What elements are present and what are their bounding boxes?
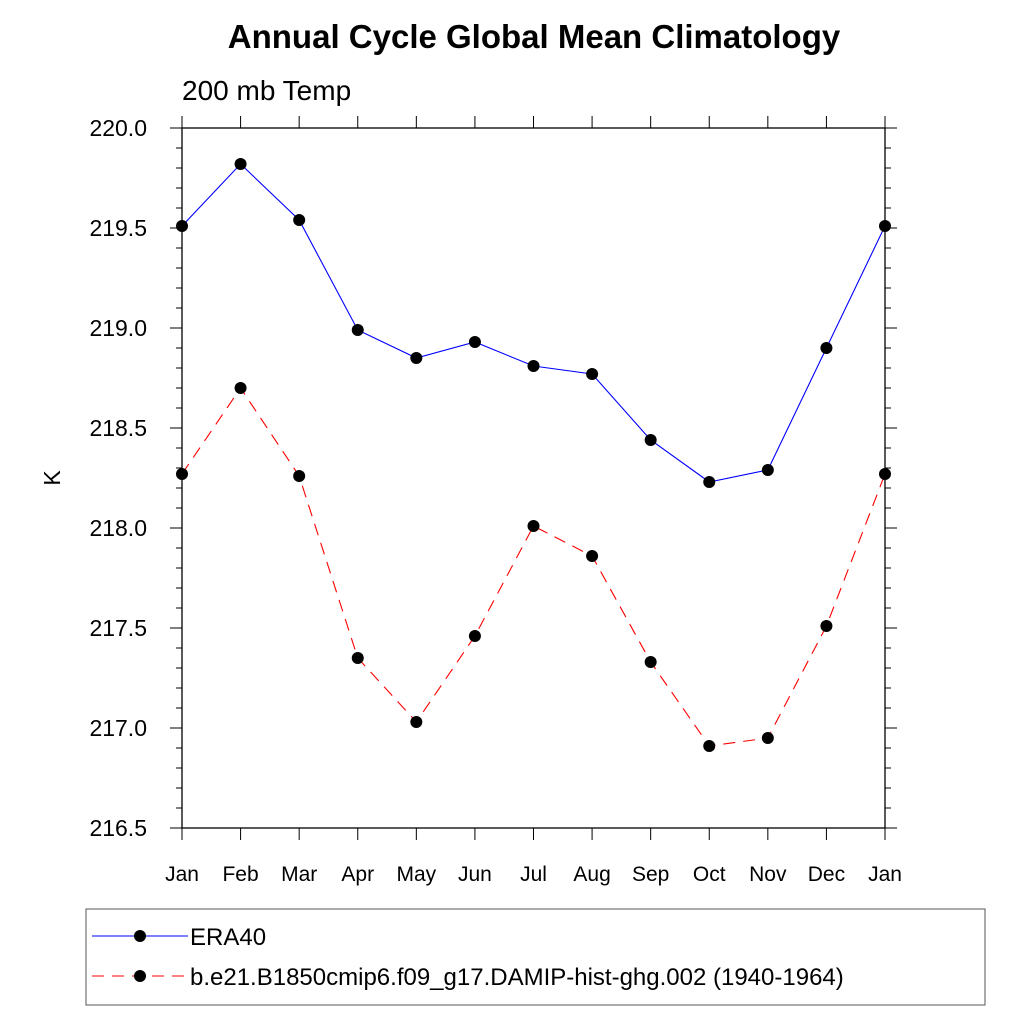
x-tick-label: Jan [868,863,902,886]
x-tick-label: Jun [458,863,492,886]
series-1-point [527,520,540,532]
x-tick-label: Jul [520,863,547,886]
x-tick-label: Nov [749,863,787,886]
series-0-point [586,368,599,380]
legend-frame [85,908,986,1006]
y-tick-label: 218.0 [89,515,147,541]
series-1-point [410,716,423,728]
series-0-point [468,336,481,348]
y-axis-label: K [39,470,65,486]
y-tick-labels: 216.5 217.0 217.5 218.0 218.5 219.0 219.5 220.0 [89,115,147,841]
series-line-0 [181,163,886,483]
y-tick-label: 216.5 [89,815,147,841]
legend-label-era40: ERA40 [190,924,266,951]
axis-ticks [170,116,897,840]
series-0-point [703,476,716,488]
series-0-point [644,434,657,446]
x-tick-label: Oct [693,863,726,886]
chart-subtitle: 200 mb Temp [182,75,351,106]
series-1-point [644,656,657,668]
legend: ERA40 b.e21.B1850cmip6.f09_g17.DAMIP-his… [85,908,986,1006]
x-tick-label: Mar [281,863,317,886]
series-layer [176,158,891,752]
y-tick-label: 220.0 [89,115,147,141]
legend-marker-model [134,970,146,982]
plot-frame [181,127,886,829]
series-1-point [234,382,247,394]
series-0-point [351,324,364,336]
x-tick-label: Apr [341,863,374,886]
x-tick-label: Sep [632,863,669,886]
series-0-point [234,158,247,170]
chart-title: Annual Cycle Global Mean Climatology [228,18,841,55]
series-1-point [351,652,364,664]
series-0-point [293,214,306,226]
series-0-point [820,342,833,354]
series-0-point [527,360,540,372]
series-0-point [410,352,423,364]
x-tick-label: Jan [165,863,199,886]
series-1-point [586,550,599,562]
y-tick-label: 217.5 [89,615,147,641]
x-tick-labels: Jan Feb Mar Apr May Jun Jul Aug Sep Oct Nov Dec Jan [165,863,902,886]
y-tick-label: 217.0 [89,715,147,741]
series-1-point [293,470,306,482]
legend-marker-era40 [134,930,146,942]
x-tick-label: Dec [808,863,845,886]
series-1-point [820,620,833,632]
series-line-1 [181,387,886,747]
x-tick-label: May [396,863,436,886]
series-1-point [703,740,716,752]
legend-label-model: b.e21.B1850cmip6.f09_g17.DAMIP-hist-ghg.… [190,964,844,991]
x-tick-label: Feb [222,863,258,886]
y-tick-label: 218.5 [89,415,147,441]
x-tick-label: Aug [573,863,610,886]
y-tick-label: 219.0 [89,315,147,341]
series-0-point [761,464,774,476]
y-tick-label: 219.5 [89,215,147,241]
series-1-point [761,732,774,744]
series-1-point [468,630,481,642]
